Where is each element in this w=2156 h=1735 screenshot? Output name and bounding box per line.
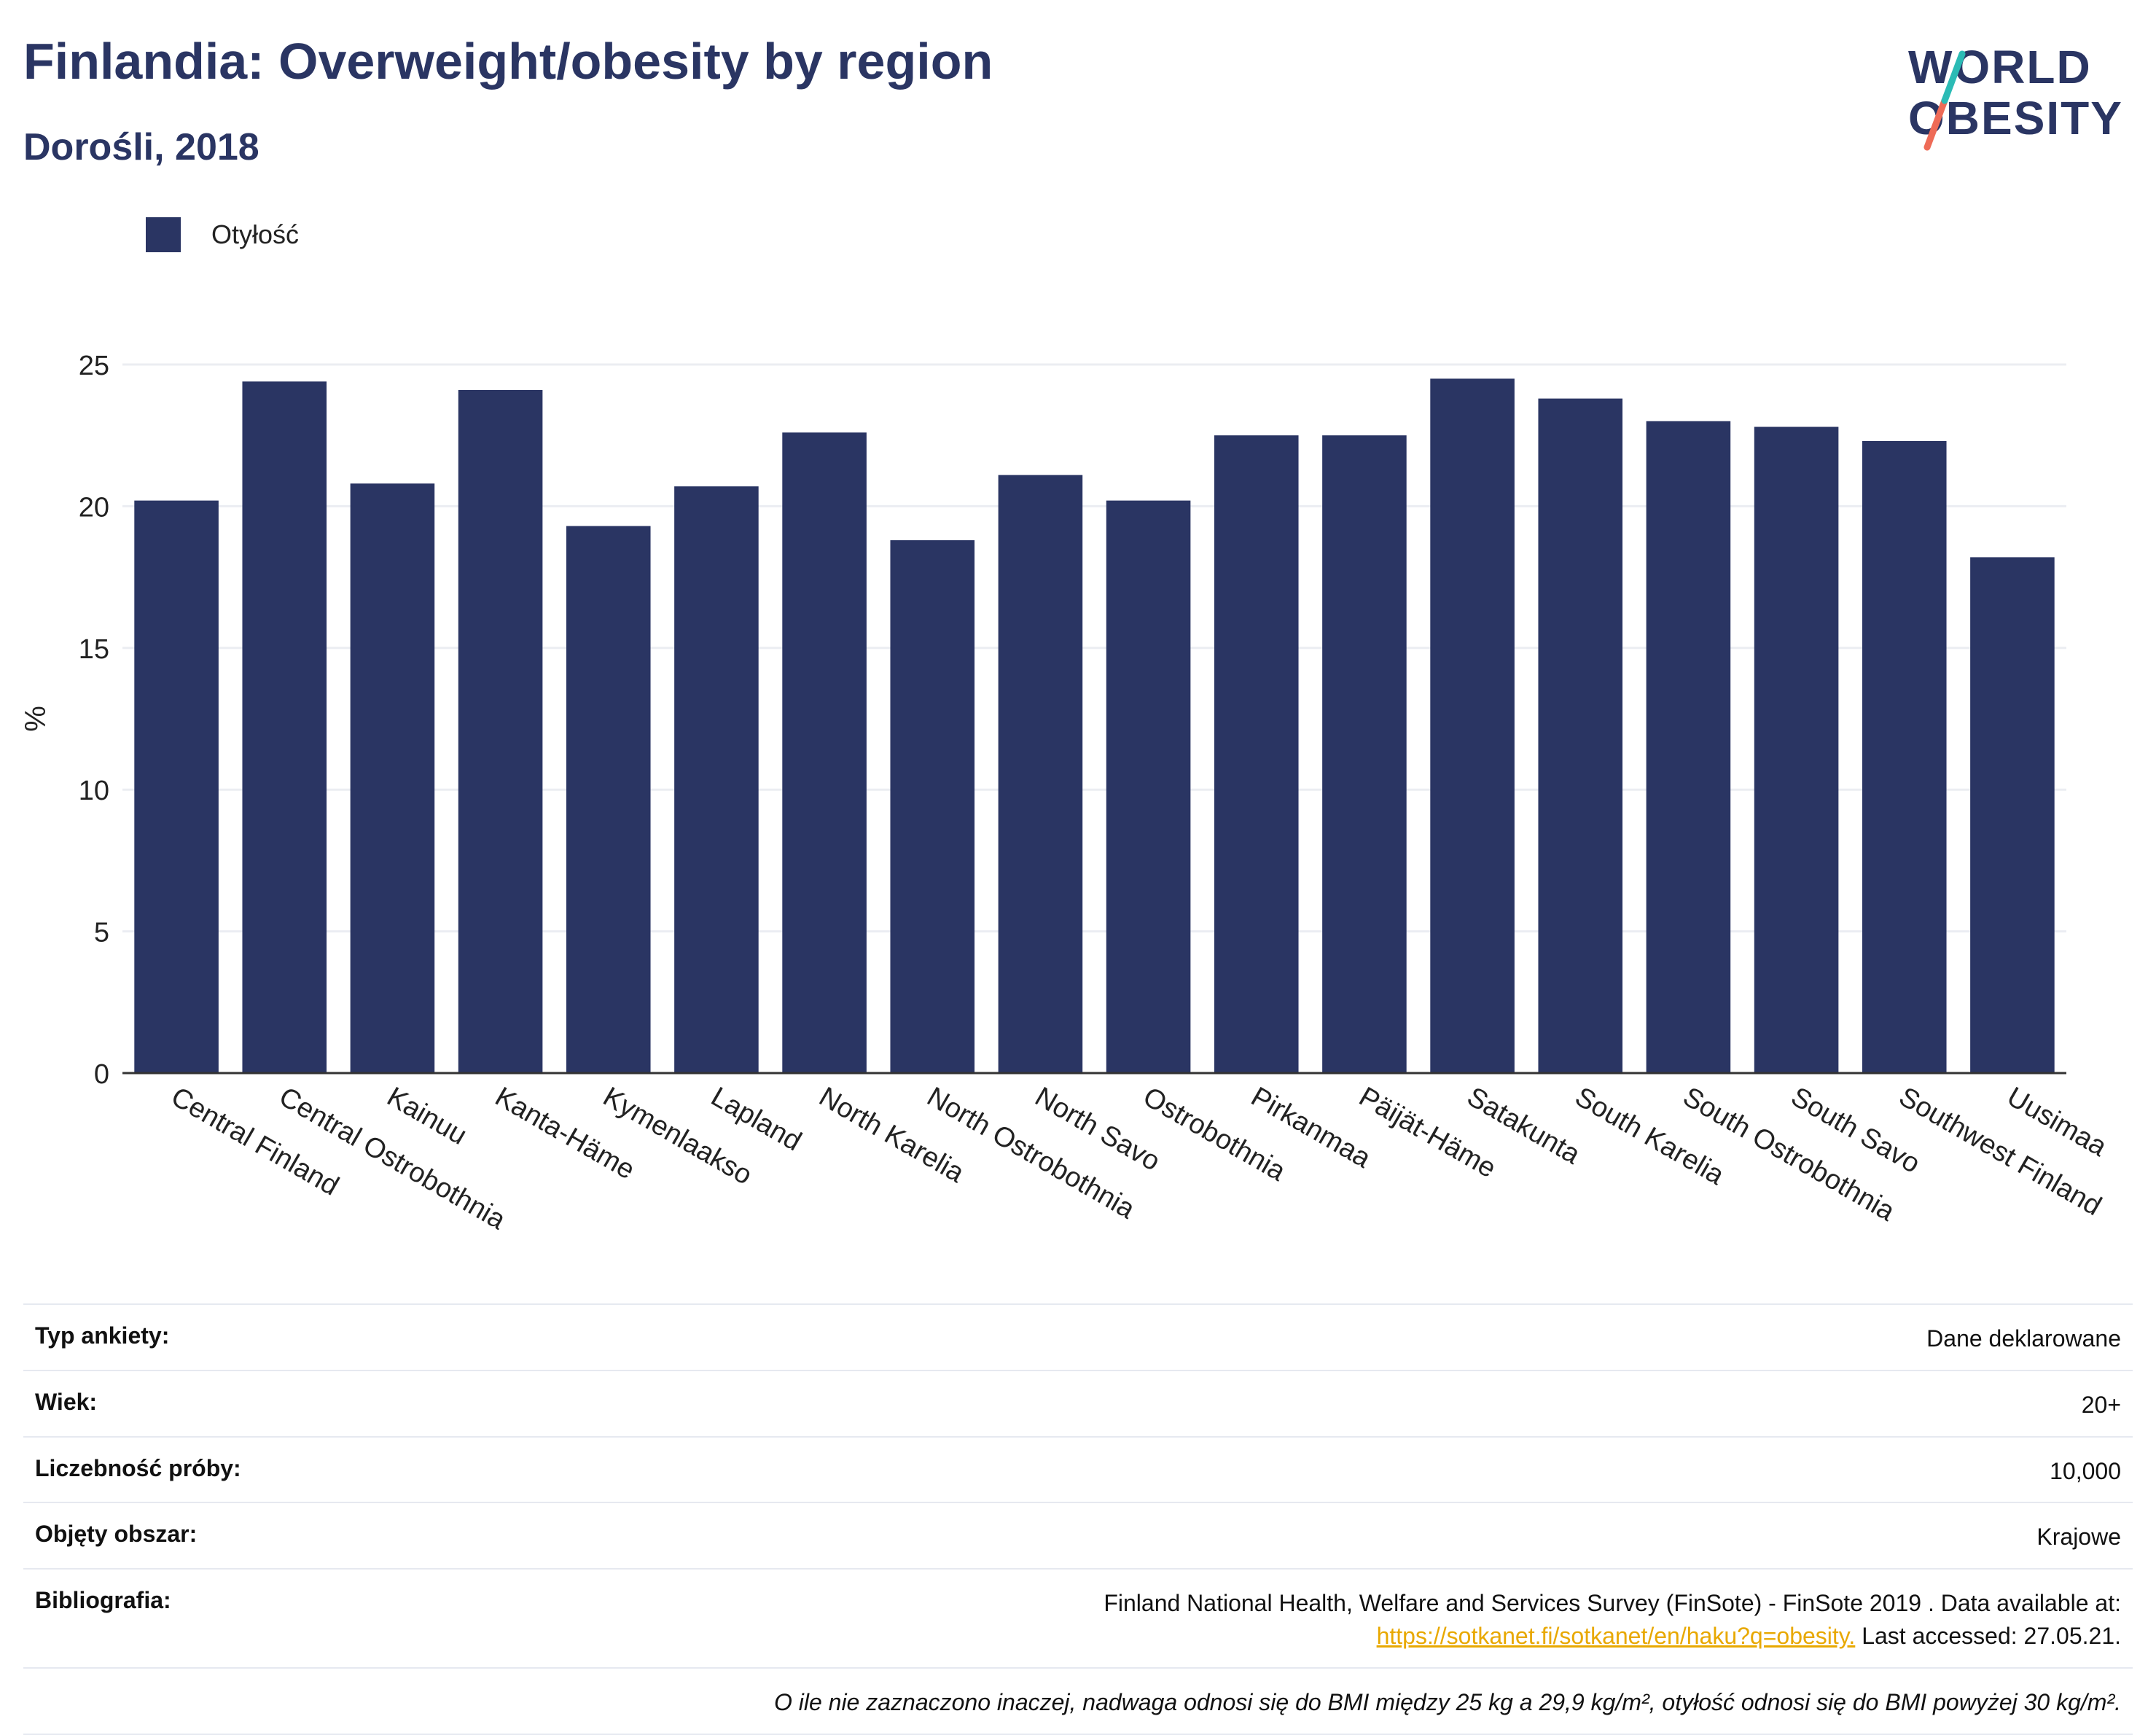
bar[interactable] [1862,440,1947,1073]
x-tick-label: Southwest Finland [1894,1081,2106,1222]
info-key: Objęty obszar: [35,1521,198,1548]
info-row-survey-type: Typ ankiety: Dane deklarowane [23,1303,2133,1370]
x-tick-label: Kainuu [382,1081,472,1151]
logo-line-1: WORLD [1908,41,2092,93]
chart-title: Finlandia: Overweight/obesity by region [23,33,993,90]
bar[interactable] [1322,435,1407,1073]
bar[interactable] [134,500,219,1073]
bar[interactable] [458,389,543,1073]
bibliography-link[interactable]: https://sotkanet.fi/sotkanet/en/haku?q=o… [1376,1622,1856,1649]
y-tick-label: 25 [79,351,109,381]
bibliography-text: Finland National Health, Welfare and Ser… [1104,1590,2121,1617]
bmi-note: O ile nie zaznaczono inaczej, nadwaga od… [773,1688,2121,1715]
bar[interactable] [566,526,651,1073]
info-row-age: Wiek: 20+ [23,1369,2133,1436]
bar[interactable] [1538,398,1623,1073]
info-key: Bibliografia: [35,1587,171,1614]
info-row-sample-size: Liczebność próby: 10,000 [23,1435,2133,1502]
info-value: Finland National Health, Welfare and Ser… [1104,1587,2121,1653]
bar[interactable] [782,432,867,1073]
bar[interactable] [1106,500,1191,1073]
y-axis-ticks: 0 5 10 15 20 25 [79,351,109,1090]
y-tick-label: 15 [79,634,109,665]
bar[interactable] [1754,426,1839,1073]
info-value: 20+ [2081,1391,2121,1418]
legend-label: Otyłość [211,219,300,249]
survey-info-table: Typ ankiety: Dane deklarowane Wiek: 20+ … [23,1303,2133,1735]
bar[interactable] [674,486,759,1073]
y-tick-label: 0 [94,1059,109,1090]
bar[interactable] [1970,557,2055,1073]
y-tick-label: 10 [79,776,109,806]
info-key: Liczebność próby: [35,1454,241,1481]
logo-slash-icon [1923,50,1966,151]
info-row-area: Objęty obszar: Krajowe [23,1502,2133,1568]
world-obesity-logo: WORLD OBESITY [1895,22,2143,153]
bar[interactable] [350,483,435,1073]
info-key: Wiek: [35,1388,98,1415]
gridlines [122,363,2066,933]
chart-subtitle: Dorośli, 2018 [23,126,259,168]
info-value: 10,000 [2050,1457,2121,1484]
legend-swatch [146,217,181,252]
y-tick-label: 5 [94,918,109,948]
bar[interactable] [890,540,975,1073]
info-row-note: O ile nie zaznaczono inaczej, nadwaga od… [23,1666,2133,1735]
bar[interactable] [1430,378,1515,1073]
info-value: Dane deklarowane [1926,1325,2121,1352]
y-axis-label: % [20,706,52,732]
bibliography-accessed: Last accessed: 27.05.21. [1855,1622,2121,1649]
info-value: Krajowe [2036,1524,2121,1551]
y-tick-label: 20 [79,492,109,523]
info-row-bibliography: Bibliografia: Finland National Health, W… [23,1568,2133,1667]
bar[interactable] [242,381,327,1073]
bar[interactable] [998,475,1083,1073]
info-key: Typ ankiety: [35,1322,170,1349]
bars [134,378,2055,1073]
chart-legend[interactable]: Otyłość [146,217,299,252]
bar[interactable] [1646,421,1731,1073]
bar[interactable] [1214,435,1299,1073]
